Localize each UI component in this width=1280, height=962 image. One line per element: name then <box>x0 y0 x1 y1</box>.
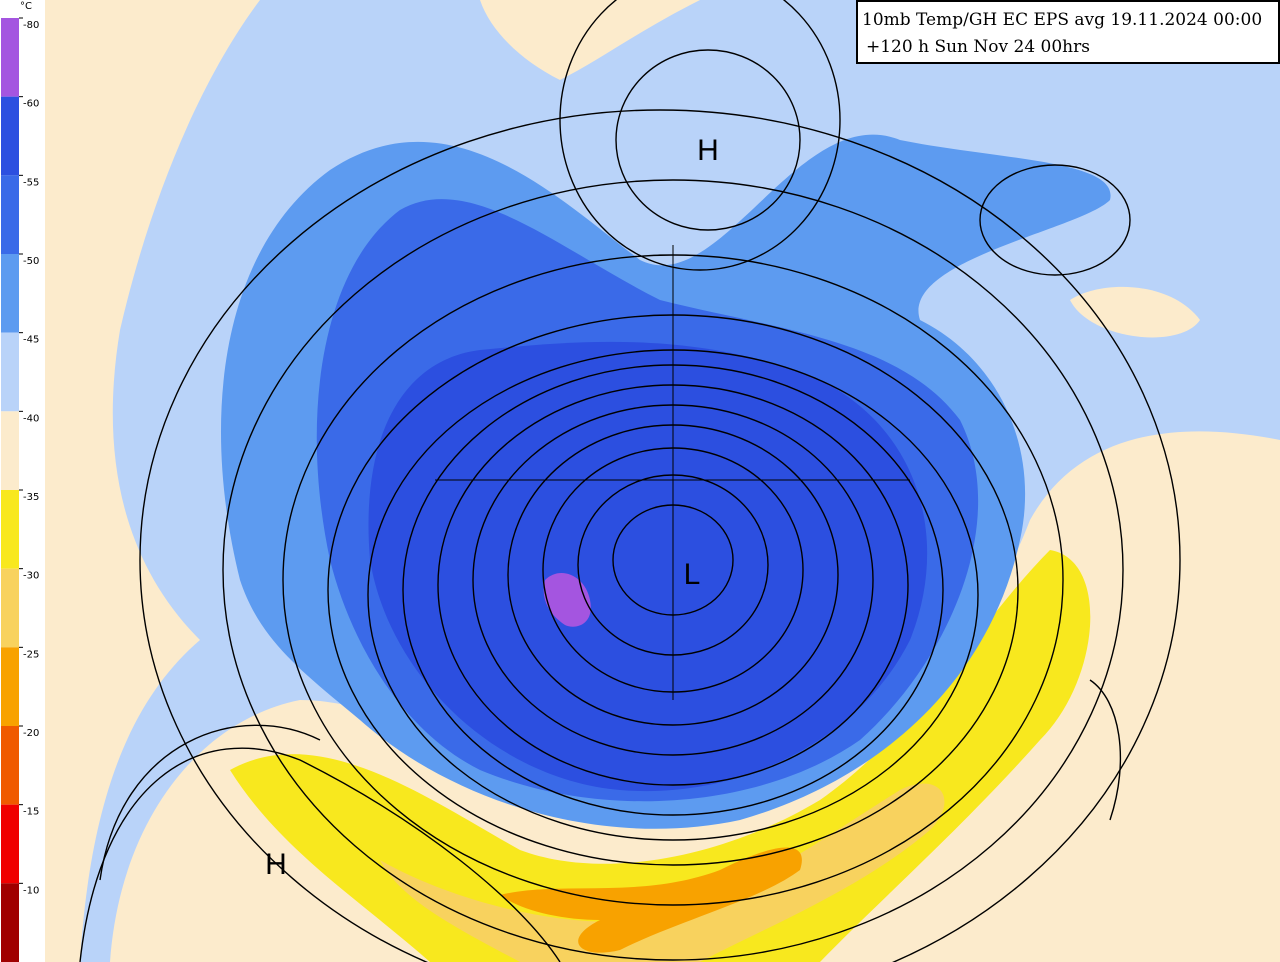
vortex-coldest <box>543 572 591 627</box>
legend-swatch <box>1 332 19 412</box>
title-line: 10mb Temp/GH EC EPS avg 19.11.2024 00:00 <box>862 10 1262 30</box>
legend: -80 -60 -55 -50 -45 -40 -35 -30 -25 -20 -15 -10 <box>1 17 39 962</box>
legend-label: -55 <box>23 177 39 188</box>
legend-swatch <box>1 804 19 884</box>
legend-swatch <box>1 490 19 569</box>
contour <box>559 0 841 271</box>
warm-region <box>1070 286 1200 338</box>
warm-band <box>500 847 802 953</box>
low-label: L <box>684 558 701 591</box>
contour <box>1089 679 1122 821</box>
contour <box>99 724 321 881</box>
contour <box>79 747 561 962</box>
legend-label: -40 <box>23 413 39 424</box>
legend-swatch <box>1 726 19 805</box>
legend-swatch <box>1 647 19 726</box>
legend-swatch <box>1 411 19 490</box>
warm-band <box>380 783 945 962</box>
map: H L H <box>45 0 1280 962</box>
legend-label: -10 <box>23 885 39 896</box>
legend-label: -20 <box>23 728 39 739</box>
contour <box>615 49 801 231</box>
legend-label: -60 <box>23 99 39 110</box>
legend-swatch <box>1 18 19 97</box>
legend-label: -30 <box>23 571 39 582</box>
legend-swatch <box>1 883 19 962</box>
contour <box>139 109 1181 962</box>
title-line: +120 h Sun Nov 24 00hrs <box>866 37 1090 57</box>
legend-label: -80 <box>23 20 39 31</box>
legend-label: -45 <box>23 335 39 346</box>
title-box <box>856 0 1280 64</box>
legend-label: -35 <box>23 492 39 503</box>
legend-swatch <box>1 175 19 254</box>
contour <box>979 164 1131 276</box>
warm-region <box>480 0 700 80</box>
legend-unit: °C <box>20 1 32 12</box>
legend-swatch <box>1 568 19 648</box>
legend-label: -50 <box>23 256 39 267</box>
contour <box>222 179 1124 961</box>
legend-label: -15 <box>23 807 39 818</box>
legend-swatch <box>1 96 19 176</box>
legend-label: -25 <box>23 649 39 660</box>
high-label: H <box>697 134 719 167</box>
legend-swatch <box>1 254 19 333</box>
warm-region <box>45 0 260 962</box>
high-label: H <box>265 848 287 881</box>
